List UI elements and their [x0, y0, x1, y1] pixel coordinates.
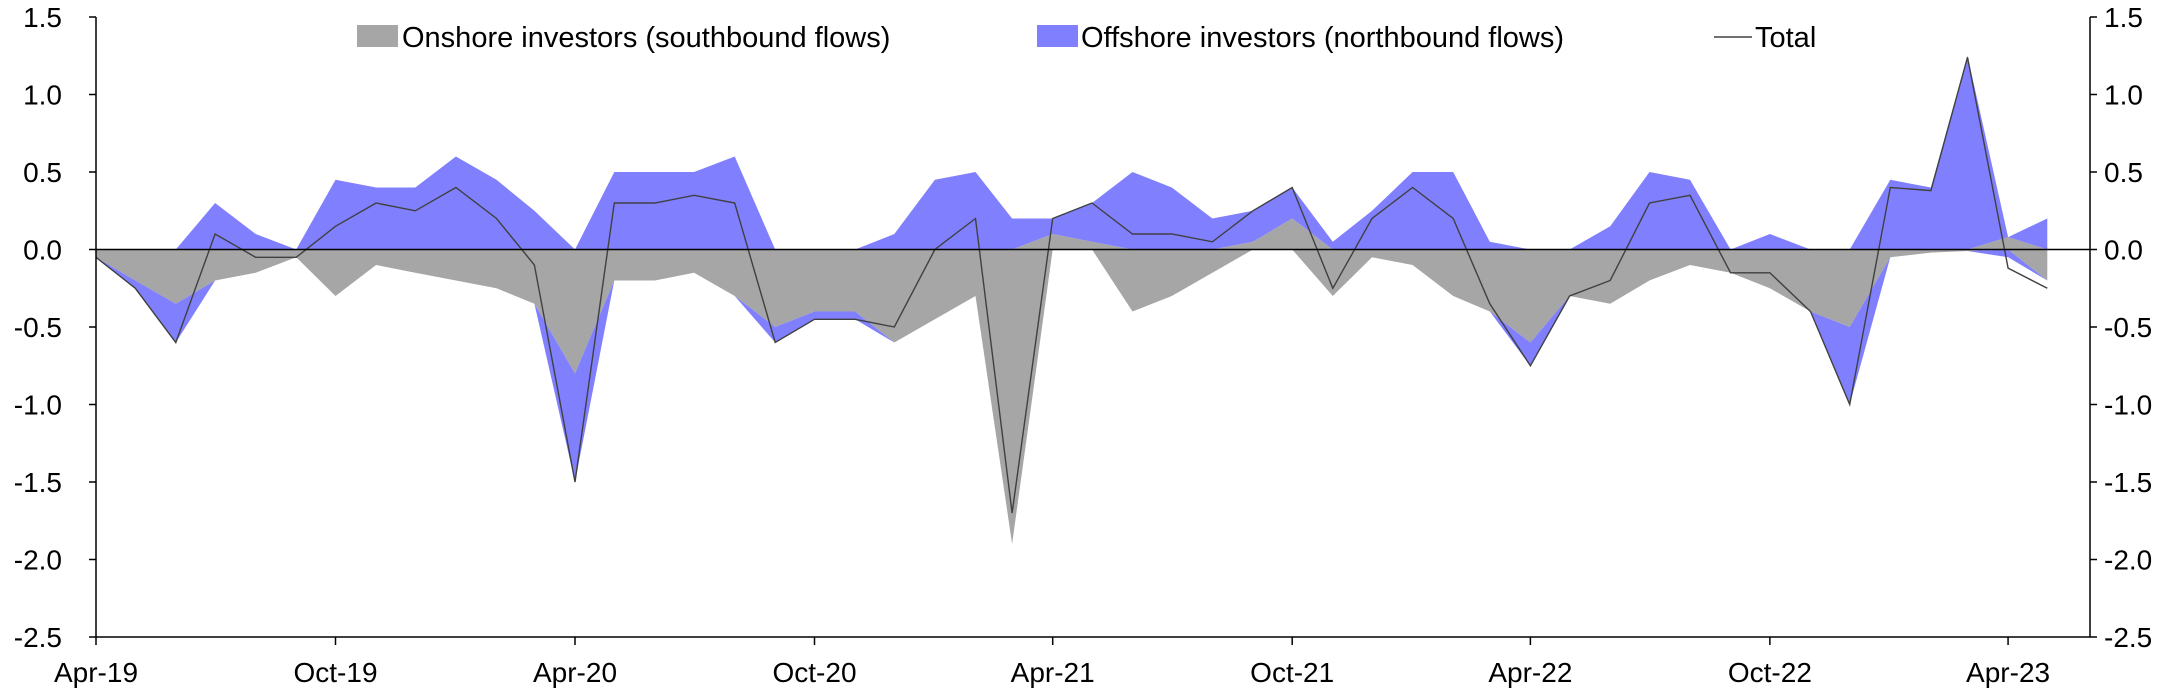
series-1-area-negative [96, 249, 2048, 544]
y-tick-label-left: -1.5 [14, 467, 62, 498]
y-tick-label-left: -0.5 [14, 312, 62, 343]
y-tick-label-right: 0.0 [2104, 235, 2143, 266]
y-tick-label-left: 1.0 [23, 80, 62, 111]
series-areas [96, 55, 2048, 544]
x-tick-label: Apr-21 [1011, 657, 1095, 688]
legend-swatch-0 [357, 25, 398, 47]
series-0-area-negative [96, 249, 2048, 544]
legend-label-2: Total [1755, 22, 1816, 54]
x-tick-label: Apr-19 [54, 657, 138, 688]
y-tick-label-left: -2.0 [14, 545, 62, 576]
legend: Onshore investors (southbound flows) Offs… [357, 22, 1816, 54]
x-tick-label: Apr-22 [1488, 657, 1572, 688]
y-tick-label-left: 0.0 [23, 235, 62, 266]
x-tick-label: Oct-21 [1250, 657, 1334, 688]
legend-swatch-1 [1037, 25, 1078, 47]
y-tick-label-right: -1.5 [2104, 467, 2152, 498]
legend-label-1: Offshore investors (northbound flows) [1081, 22, 1564, 54]
y-tick-label-left: -2.5 [14, 622, 62, 653]
y-tick-label-left: 0.5 [23, 157, 62, 188]
x-tick-label: Apr-20 [533, 657, 617, 688]
y-tick-label-left: 1.5 [23, 2, 62, 33]
series-0-area-positive [96, 218, 2048, 250]
x-tick-label: Oct-22 [1728, 657, 1812, 688]
y-tick-label-right: -0.5 [2104, 312, 2152, 343]
y-tick-label-right: 1.0 [2104, 80, 2143, 111]
y-tick-label-right: -1.0 [2104, 390, 2152, 421]
y-tick-label-right: -2.5 [2104, 622, 2152, 653]
y-tick-label-left: -1.0 [14, 390, 62, 421]
legend-label-0: Onshore investors (southbound flows) [402, 22, 890, 54]
axes: 1.5 1.5 1.0 1.0 0.5 0.5 0.0 0.0 -0.5 -0.5 -1.0 -1.0… [14, 2, 2153, 688]
x-tick-label: Oct-19 [293, 657, 377, 688]
x-tick-label: Oct-20 [772, 657, 856, 688]
y-tick-label-right: 1.5 [2104, 2, 2143, 33]
x-tick-label: Apr-23 [1966, 657, 2050, 688]
y-tick-label-right: -2.0 [2104, 545, 2152, 576]
series-lines [95, 57, 2048, 514]
y-tick-label-right: 0.5 [2104, 157, 2143, 188]
series-1-area-positive [96, 55, 2048, 250]
series-2-line [95, 57, 2048, 514]
